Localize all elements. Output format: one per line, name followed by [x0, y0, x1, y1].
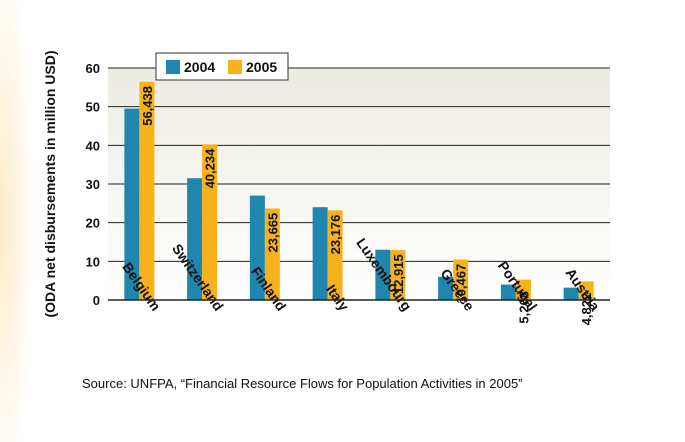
y-tick-label: 0 — [93, 293, 100, 308]
data-label-2005-austria: 4,822 — [579, 293, 594, 326]
y-tick-label: 40 — [86, 138, 100, 153]
bar-2004-austria — [563, 287, 579, 300]
bar-2005-finland — [264, 208, 280, 300]
legend-swatch-2005 — [228, 60, 242, 74]
bar-2005-switzerland — [202, 144, 218, 300]
bar-2005-belgium — [139, 81, 155, 300]
bar-2005-portugal — [515, 279, 531, 300]
source-note: Source: UNFPA, “Financial Resource Flows… — [82, 376, 523, 391]
legend-swatch-2004 — [166, 60, 180, 74]
bar-2004-belgium — [124, 108, 140, 300]
data-labels: 56,438 40,234 23,665 23,176 12,915 10,467 5,26… — [140, 86, 594, 325]
data-label-2005-switzerland: 40,234 — [203, 148, 218, 189]
y-tick-label: 30 — [86, 177, 100, 192]
data-label-2005-portugal: 5,268 — [516, 291, 531, 324]
data-label-2005-luxembourg: 12,915 — [391, 254, 406, 294]
data-label-2005-greece: 10,467 — [454, 264, 469, 304]
data-label-2005-finland: 23,665 — [265, 213, 280, 253]
y-axis-ticks: 0 10 20 30 40 50 60 — [86, 61, 100, 308]
bar-2005-luxembourg — [390, 250, 406, 300]
legend: 2004 2005 — [155, 52, 289, 81]
bar-2004-luxembourg — [375, 249, 391, 300]
bar-2005-greece — [453, 259, 469, 300]
bar-2004-switzerland — [187, 178, 203, 300]
left-glow — [0, 0, 60, 442]
bar-2004-finland — [249, 195, 265, 300]
bar-2004-italy — [312, 207, 328, 300]
bars — [124, 81, 594, 300]
y-tick-label: 50 — [86, 100, 100, 115]
y-axis-label: (ODA net disbursements in million USD) — [42, 50, 58, 317]
y-tick-label: 20 — [86, 216, 100, 231]
legend-label-2004: 2004 — [184, 59, 215, 75]
data-label-2005-italy: 23,176 — [328, 215, 343, 255]
data-label-2005-belgium: 56,438 — [140, 86, 155, 126]
bar-2005-italy — [327, 210, 343, 300]
bar-2004-portugal — [500, 284, 516, 300]
y-tick-label: 10 — [86, 254, 100, 269]
legend-label-2005: 2005 — [246, 59, 277, 75]
bar-2005-austria — [578, 281, 594, 300]
bar-2004-greece — [438, 276, 454, 300]
gridlines — [108, 67, 610, 262]
y-tick-label: 60 — [86, 61, 100, 76]
